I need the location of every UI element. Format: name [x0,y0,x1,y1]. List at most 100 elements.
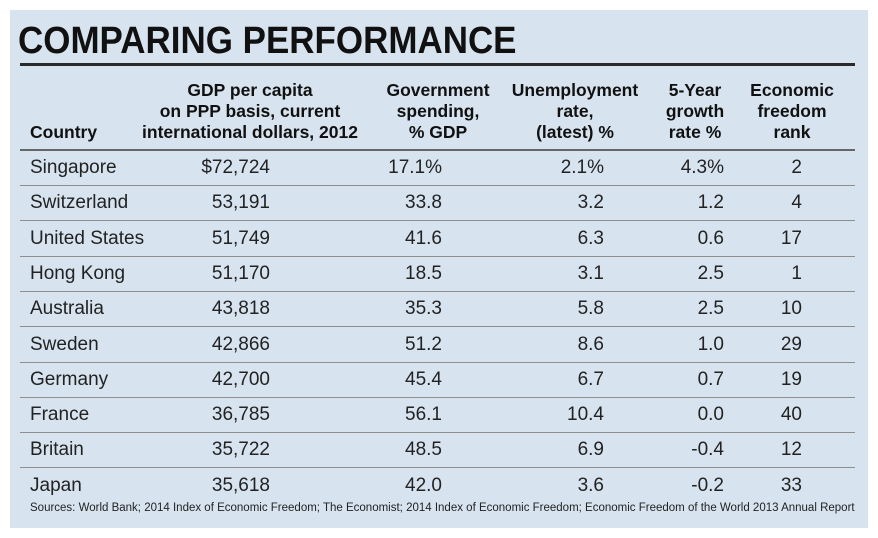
column-header-line: rate % [668,122,722,142]
table-row: Japan 35,618 42.0 3.6 -0.2 33 [20,469,855,504]
column-header-line: Unemployment [511,80,639,100]
cell-country: Germany [30,368,109,390]
cell-gov: 51.2 [405,333,442,355]
row-rule [20,290,855,292]
column-header-gov: Government spending,% GDP [378,80,498,143]
row-rule [20,432,855,434]
cell-gdp: 51,170 [211,262,270,284]
column-header-rank: Economic freedom rank [742,80,842,143]
cell-growth: 2.5 [697,298,724,320]
cell-gov: 41.6 [405,227,442,249]
cell-unemp: 3.6 [577,474,604,496]
cell-country: Australia [30,298,104,320]
cell-country: United States [30,227,145,249]
cell-gdp: 42,700 [211,368,270,390]
cell-rank: 17 [780,227,802,249]
cell-unemp: 10.4 [567,404,604,426]
chart-title: COMPARING PERFORMANCE [18,20,517,62]
cell-rank: 2 [791,157,802,178]
cell-rank: 4 [791,192,802,214]
cell-rank: 12 [780,439,802,461]
column-header-line: spending, [396,101,480,121]
cell-rank: 33 [780,474,802,496]
cell-gov: 33.8 [405,192,442,214]
cell-gov: 45.4 [405,368,442,390]
column-header-line: growth [665,101,725,121]
cell-gov: 42.0 [405,474,442,496]
cell-unemp: 6.9 [577,439,604,461]
cell-country: Sweden [30,333,99,355]
table-row: Britain 35,722 48.5 6.9 -0.4 12 [20,433,855,469]
row-rule [20,361,855,363]
cell-gdp: 53,191 [211,192,270,214]
cell-unemp: 3.1 [577,262,604,284]
column-header-line: (latest) % [536,122,614,142]
row-rule [20,255,855,257]
table-row: Germany 42,700 45.4 6.7 0.7 19 [20,363,855,398]
cell-country: France [30,404,90,426]
column-header-gdp: GDP per capita on PPP basis, current inter… [130,80,370,143]
column-header-unemp: Unemployment rate, (latest) % [510,80,640,143]
cell-gov: 17.1% [388,157,442,178]
table-row: Australia 43,818 35.3 5.8 2.5 10 [20,292,855,328]
cell-growth: 4.3% [680,157,724,178]
row-rule [20,467,855,469]
cell-gdp: $72,724 [201,157,270,178]
table-row: United States 51,749 41.6 6.3 0.6 17 [20,222,855,257]
cell-growth: 1.2 [697,192,724,214]
cell-gov: 56.1 [405,404,442,426]
cell-gdp: 42,866 [211,333,270,355]
column-header-line: rank [773,122,811,142]
column-header-line: rate, [556,101,594,121]
cell-unemp: 8.6 [577,333,604,355]
cell-country: Singapore [30,157,117,178]
header-rule [20,149,855,151]
table-row: Switzerland 53,191 33.8 3.2 1.2 4 [20,186,855,222]
cell-gov: 35.3 [405,298,442,320]
table-row: Hong Kong 51,170 18.5 3.1 2.5 1 [20,257,855,292]
column-header-line: Economic [750,80,834,100]
row-rule [20,220,855,222]
cell-growth: 0.0 [697,404,724,426]
table-row: Singapore $72,724 17.1% 2.1% 4.3% 2 [20,151,855,186]
cell-growth: -0.4 [691,439,724,461]
column-header-line: GDP per capita [187,80,313,100]
cell-unemp: 6.3 [577,227,604,249]
table-row: France 36,785 56.1 10.4 0.0 40 [20,398,855,434]
column-header-line: Country [30,122,98,142]
column-header-country: Country [30,122,120,143]
column-header-line: freedom [757,101,827,121]
cell-gov: 48.5 [405,439,442,461]
cell-unemp: 2.1% [560,157,604,178]
row-rule [20,326,855,328]
column-header-line: on PPP basis, current [159,101,341,121]
infographic-panel [10,10,868,528]
row-rule [20,396,855,398]
cell-country: Japan [30,474,82,496]
column-header-line: international dollars, 2012 [142,122,358,142]
cell-gdp: 43,818 [211,298,270,320]
title-rule [20,63,855,66]
table-row: Sweden 42,866 51.2 8.6 1.0 29 [20,328,855,363]
cell-gdp: 36,785 [211,404,270,426]
cell-country: Hong Kong [30,262,126,284]
column-header-growth: 5-Year growth rate % [656,80,734,143]
cell-growth: 2.5 [697,262,724,284]
cell-gov: 18.5 [405,262,442,284]
cell-unemp: 3.2 [577,192,604,214]
cell-country: Britain [30,439,84,461]
cell-growth: -0.2 [691,474,724,496]
cell-gdp: 35,722 [211,439,270,461]
cell-country: Switzerland [30,192,129,214]
cell-growth: 1.0 [697,333,724,355]
cell-unemp: 6.7 [577,368,604,390]
cell-growth: 0.7 [697,368,724,390]
column-header-line: Government [386,80,490,100]
cell-growth: 0.6 [697,227,724,249]
cell-rank: 1 [791,262,802,284]
row-rule [20,185,855,186]
column-header-line: % GDP [408,122,468,142]
column-header-line: 5-Year [668,80,722,100]
cell-gdp: 51,749 [211,227,270,249]
cell-rank: 29 [780,333,802,355]
